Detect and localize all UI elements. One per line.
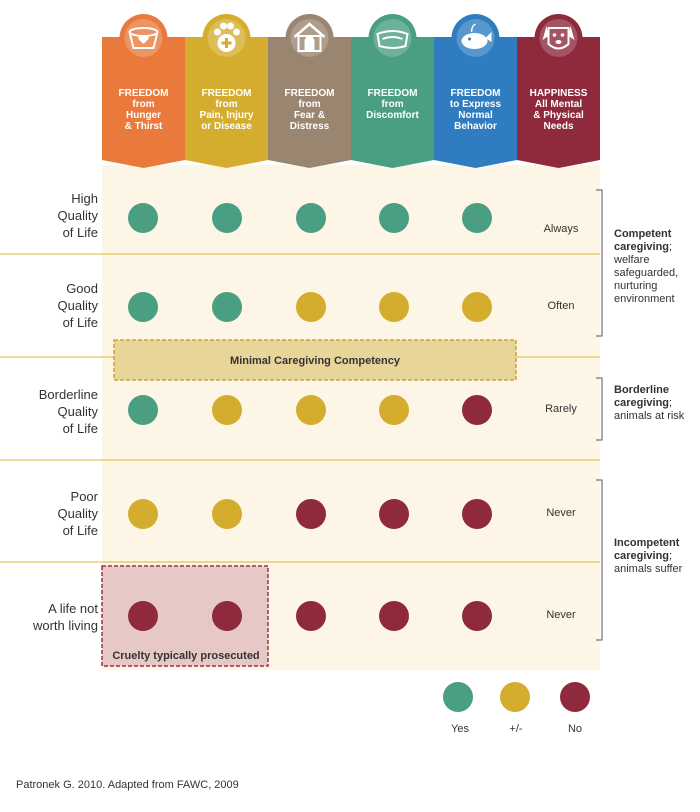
row-label-borderline: Borderline Quality of Life	[38, 387, 98, 436]
dog-bed-icon	[376, 30, 409, 49]
row-label-good: Good Quality of Life	[57, 281, 98, 330]
column-title-line: Hunger	[126, 110, 161, 121]
status-dot	[212, 292, 242, 322]
legend-dot-no	[560, 682, 590, 712]
legend-dot-yes	[443, 682, 473, 712]
column-title-6: HAPPINESS All Mental & Physical Needs	[526, 88, 592, 132]
status-dot	[296, 601, 326, 631]
column-title-line: Discomfort	[366, 110, 419, 121]
column-title-line: Normal	[458, 110, 493, 121]
status-dot	[296, 203, 326, 233]
status-dot	[128, 395, 158, 425]
rating-not-worth: Never	[546, 609, 576, 621]
status-dot	[296, 292, 326, 322]
status-dot	[212, 395, 242, 425]
rating-high: Always	[543, 223, 579, 235]
column-title-1: FREEDOM from Hunger & Thirst	[111, 88, 177, 132]
legend-label-mid: +/-	[509, 723, 523, 735]
bracket-competent	[596, 189, 603, 337]
source-credit: Patronek G. 2010. Adapted from FAWC, 200…	[16, 779, 239, 791]
column-title-4: FREEDOM from Discomfort	[360, 88, 426, 121]
column-title-5: FREEDOM to Express Normal Behavior	[443, 88, 509, 132]
rating-borderline: Rarely	[545, 403, 577, 415]
status-dot	[128, 601, 158, 631]
column-title-line: All Mental	[534, 99, 583, 110]
status-dot	[379, 203, 409, 233]
status-dot	[379, 395, 409, 425]
column-title-line: Needs	[543, 121, 574, 132]
column-title-main: FREEDOM	[284, 88, 335, 99]
status-dot	[128, 499, 158, 529]
minimal-competency-band	[113, 339, 517, 381]
status-dot	[462, 499, 492, 529]
status-dot	[379, 499, 409, 529]
column-title-line: from	[381, 99, 404, 110]
column-title-line: from	[215, 99, 238, 110]
status-dot	[462, 203, 492, 233]
column-title-main: FREEDOM	[118, 88, 169, 99]
column-title-line: & Physical	[533, 110, 584, 121]
status-dot	[212, 203, 242, 233]
care-incompetent: Incompetent caregiving; animals suffer	[614, 537, 683, 575]
status-dot	[296, 395, 326, 425]
status-dot	[212, 499, 242, 529]
paw-plus-icon	[214, 22, 240, 52]
status-dot	[462, 292, 492, 322]
cruelty-label: Cruelty typically prosecuted	[112, 650, 260, 662]
row-label-poor: Poor Quality of Life	[57, 489, 98, 538]
status-dot	[128, 203, 158, 233]
status-dot	[212, 601, 242, 631]
column-title-line: or Disease	[201, 121, 252, 132]
column-title-line: Behavior	[454, 121, 497, 132]
column-header-3	[268, 37, 351, 168]
column-title-line: Pain, Injury	[199, 110, 254, 121]
column-title-main: FREEDOM	[367, 88, 418, 99]
rating-poor: Never	[546, 507, 576, 519]
column-title-2: FREEDOM from Pain, Injury or Disease	[194, 88, 260, 132]
column-header-4	[351, 37, 434, 168]
bracket-incompetent	[596, 479, 603, 641]
column-title-main: FREEDOM	[201, 88, 252, 99]
column-header-2	[185, 37, 268, 168]
dog-face-icon	[542, 26, 575, 50]
status-dot	[296, 499, 326, 529]
column-header-5	[434, 37, 517, 168]
column-title-line: to Express	[449, 99, 502, 110]
column-title-line: Fear &	[293, 110, 326, 121]
column-title-3: FREEDOM from Fear & Distress	[277, 88, 343, 132]
column-title-line: Distress	[289, 121, 330, 132]
column-title-main: HAPPINESS	[529, 88, 588, 99]
status-dot	[128, 292, 158, 322]
rating-good: Often	[547, 300, 575, 312]
care-borderline: Borderline caregiving; animals at risk	[614, 384, 685, 422]
status-dot	[379, 292, 409, 322]
status-dot	[379, 601, 409, 631]
column-title-main: FREEDOM	[450, 88, 501, 99]
column-title-line: from	[298, 99, 321, 110]
column-header-1	[102, 37, 185, 168]
status-dot	[462, 395, 492, 425]
legend-label-yes: Yes	[451, 723, 469, 735]
row-label-high: High Quality of Life	[57, 191, 98, 240]
care-competent: Competent caregiving; welfare safeguarde…	[614, 228, 679, 305]
minimal-competency-label: Minimal Caregiving Competency	[230, 355, 400, 367]
doghouse-icon	[293, 22, 326, 52]
bracket-borderline	[596, 377, 603, 441]
whale-toy-icon	[461, 23, 492, 49]
column-header-6	[517, 37, 600, 168]
column-title-line: & Thirst	[124, 121, 163, 132]
bowl-heart-icon	[128, 27, 159, 49]
column-title-line: from	[132, 99, 155, 110]
row-label-not-worth: A life not worth living	[32, 601, 98, 633]
legend-dot-mid	[500, 682, 530, 712]
legend-label-no: No	[567, 723, 583, 735]
status-dot	[462, 601, 492, 631]
